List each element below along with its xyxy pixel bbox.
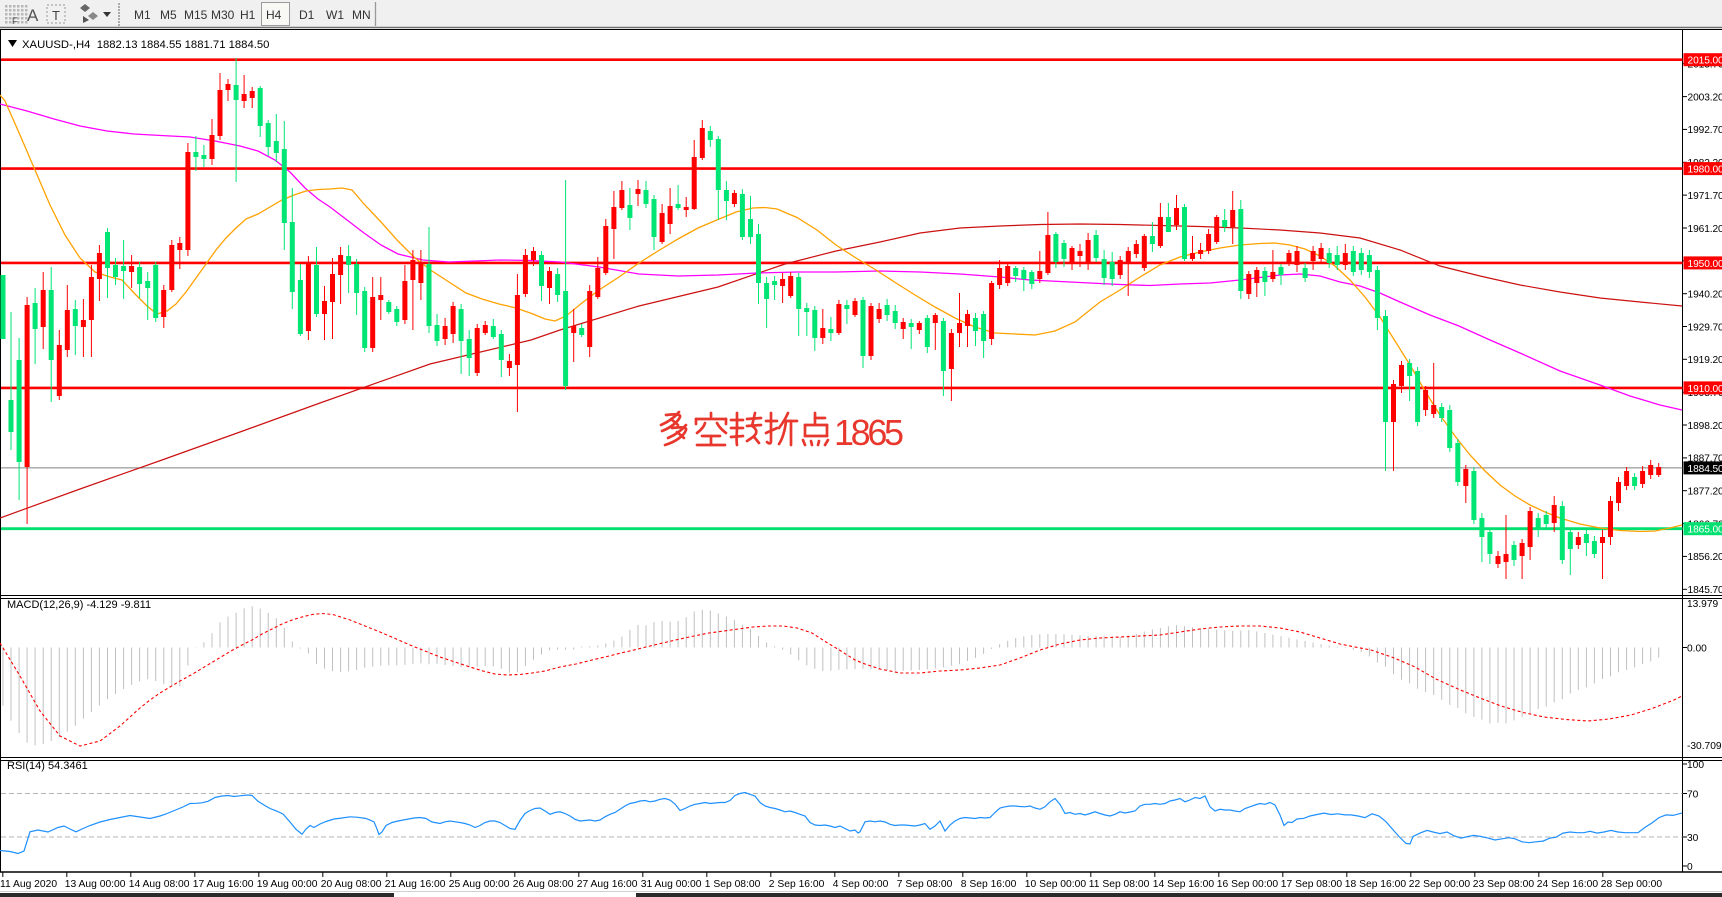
svg-text:1887.70: 1887.70 bbox=[1688, 454, 1722, 465]
svg-text:7 Sep 08:00: 7 Sep 08:00 bbox=[897, 879, 953, 890]
svg-text:14 Sep 16:00: 14 Sep 16:00 bbox=[1153, 879, 1215, 890]
svg-text:1971.70: 1971.70 bbox=[1688, 191, 1722, 202]
svg-text:2015.00: 2015.00 bbox=[1688, 56, 1722, 67]
svg-text:26 Aug 08:00: 26 Aug 08:00 bbox=[513, 879, 574, 890]
svg-text:M5: M5 bbox=[160, 8, 177, 22]
svg-text:0.00: 0.00 bbox=[1687, 644, 1707, 655]
svg-text:100: 100 bbox=[1687, 760, 1704, 771]
svg-text:1898.20: 1898.20 bbox=[1688, 421, 1722, 432]
svg-text:21 Aug 16:00: 21 Aug 16:00 bbox=[385, 879, 446, 890]
svg-text:10 Sep 00:00: 10 Sep 00:00 bbox=[1025, 879, 1087, 890]
svg-text:M15: M15 bbox=[184, 8, 208, 22]
svg-text:11 Sep 08:00: 11 Sep 08:00 bbox=[1089, 879, 1150, 890]
svg-text:1865: 1865 bbox=[834, 412, 904, 453]
svg-text:4 Sep 00:00: 4 Sep 00:00 bbox=[833, 879, 889, 890]
svg-text:13.979: 13.979 bbox=[1687, 599, 1718, 610]
svg-text:F: F bbox=[12, 16, 18, 26]
svg-text:1950.00: 1950.00 bbox=[1688, 259, 1722, 270]
svg-text:13 Aug 00:00: 13 Aug 00:00 bbox=[65, 879, 126, 890]
svg-text:RSI(14) 54.3461: RSI(14) 54.3461 bbox=[7, 760, 88, 772]
svg-text:D1: D1 bbox=[299, 8, 315, 22]
svg-text:18 Sep 16:00: 18 Sep 16:00 bbox=[1345, 879, 1407, 890]
svg-text:1910.00: 1910.00 bbox=[1688, 384, 1722, 395]
svg-text:1877.20: 1877.20 bbox=[1688, 487, 1722, 498]
svg-text:27 Aug 16:00: 27 Aug 16:00 bbox=[577, 879, 638, 890]
svg-text:A: A bbox=[27, 6, 39, 25]
svg-text:1929.70: 1929.70 bbox=[1688, 322, 1722, 333]
svg-text:2003.20: 2003.20 bbox=[1688, 92, 1722, 103]
svg-text:XAUUSD-,H4 1882.13 1884.55 18: XAUUSD-,H4 1882.13 1884.55 1881.71 1884.… bbox=[22, 39, 269, 51]
svg-text:70: 70 bbox=[1687, 790, 1699, 801]
svg-text:1856.20: 1856.20 bbox=[1688, 552, 1722, 563]
svg-text:1919.20: 1919.20 bbox=[1688, 355, 1722, 366]
svg-text:24 Sep 16:00: 24 Sep 16:00 bbox=[1537, 879, 1599, 890]
svg-text:20 Aug 08:00: 20 Aug 08:00 bbox=[321, 879, 382, 890]
svg-text:MACD(12,26,9) -4.129 -9.811: MACD(12,26,9) -4.129 -9.811 bbox=[7, 599, 151, 611]
svg-text:M30: M30 bbox=[211, 8, 235, 22]
svg-text:25 Aug 00:00: 25 Aug 00:00 bbox=[449, 879, 510, 890]
svg-text:23 Sep 08:00: 23 Sep 08:00 bbox=[1473, 879, 1535, 890]
svg-text:1884.50: 1884.50 bbox=[1688, 464, 1722, 475]
svg-text:31 Aug 00:00: 31 Aug 00:00 bbox=[641, 879, 702, 890]
svg-text:H1: H1 bbox=[240, 8, 256, 22]
svg-text:1940.20: 1940.20 bbox=[1688, 290, 1722, 301]
svg-text:8 Sep 16:00: 8 Sep 16:00 bbox=[961, 879, 1017, 890]
svg-text:17 Aug 16:00: 17 Aug 16:00 bbox=[193, 879, 254, 890]
svg-text:19 Aug 00:00: 19 Aug 00:00 bbox=[257, 879, 318, 890]
svg-text:1980.00: 1980.00 bbox=[1688, 165, 1722, 176]
svg-text:1961.20: 1961.20 bbox=[1688, 224, 1722, 235]
svg-text:1865.00: 1865.00 bbox=[1688, 525, 1722, 536]
svg-text:1 Sep 08:00: 1 Sep 08:00 bbox=[705, 879, 761, 890]
svg-text:16 Sep 00:00: 16 Sep 00:00 bbox=[1217, 879, 1279, 890]
svg-text:30: 30 bbox=[1687, 833, 1699, 844]
svg-text:17 Sep 08:00: 17 Sep 08:00 bbox=[1281, 879, 1343, 890]
svg-text:M1: M1 bbox=[134, 8, 151, 22]
svg-text:28 Sep 00:00: 28 Sep 00:00 bbox=[1601, 879, 1663, 890]
svg-text:2 Sep 16:00: 2 Sep 16:00 bbox=[769, 879, 825, 890]
svg-text:11 Aug 2020: 11 Aug 2020 bbox=[0, 879, 57, 890]
svg-text:W1: W1 bbox=[326, 8, 344, 22]
svg-text:1992.70: 1992.70 bbox=[1688, 125, 1722, 136]
svg-text:14 Aug 08:00: 14 Aug 08:00 bbox=[129, 879, 190, 890]
svg-text:22 Sep 00:00: 22 Sep 00:00 bbox=[1409, 879, 1471, 890]
svg-text:0: 0 bbox=[1687, 862, 1693, 873]
svg-text:MN: MN bbox=[352, 8, 371, 22]
svg-text:-30.709: -30.709 bbox=[1687, 741, 1722, 752]
svg-text:1845.70: 1845.70 bbox=[1688, 585, 1722, 596]
svg-text:H4: H4 bbox=[266, 8, 282, 22]
svg-text:T: T bbox=[52, 8, 60, 23]
